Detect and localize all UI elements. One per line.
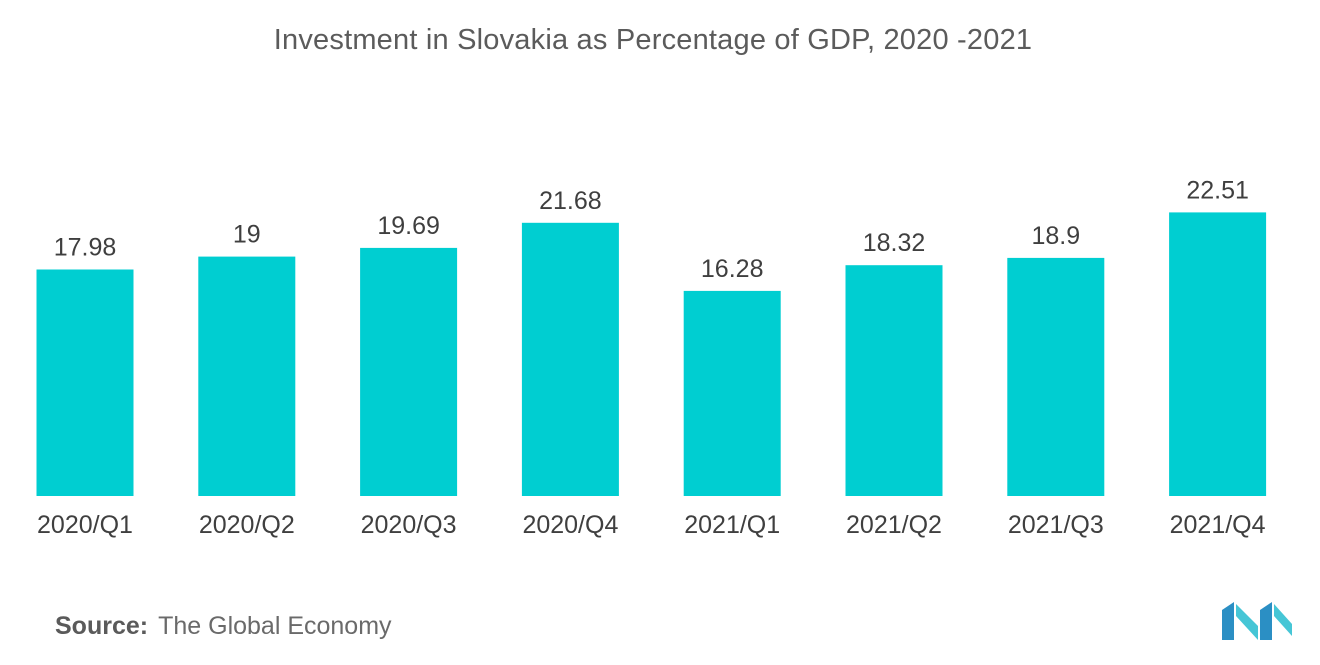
source-note: Source: The Global Economy: [55, 612, 392, 641]
x-axis-tick-label: 2021/Q2: [846, 511, 942, 539]
bar-value-label: 19.69: [377, 212, 440, 240]
mordor-intelligence-logo-icon: [1222, 602, 1292, 640]
bar: [521, 222, 619, 497]
x-axis-labels: 2020/Q1 2020/Q2 2020/Q3 2020/Q4 2021/Q1 2021/…: [37, 511, 1266, 539]
x-axis-tick-label: 2020/Q1: [37, 511, 133, 539]
bar-value-label: 18.9: [1031, 222, 1080, 250]
bar: [845, 265, 943, 496]
x-axis-tick-label: 2021/Q1: [684, 511, 780, 539]
x-axis-tick-label: 2021/Q3: [1008, 511, 1104, 539]
bar: [36, 269, 134, 496]
bar: [1169, 212, 1267, 496]
x-axis-tick-label: 2020/Q4: [522, 511, 618, 539]
source-text: The Global Economy: [158, 612, 392, 640]
chart-title: Investment in Slovakia as Percentage of …: [273, 24, 1033, 56]
bar-value-label: 18.32: [863, 229, 926, 257]
bar-value-label: 21.68: [539, 187, 602, 215]
bars-layer: [36, 212, 1267, 497]
bar: [1007, 257, 1105, 496]
bar: [360, 247, 458, 496]
bar: [198, 256, 296, 496]
x-axis-tick-label: 2021/Q4: [1170, 511, 1266, 539]
bar-value-label: 22.51: [1186, 176, 1249, 204]
value-labels-layer: 17.98 19 19.69 21.68 16.28 18.32 18.9 22.51: [54, 176, 1249, 283]
x-axis-tick-label: 2020/Q3: [361, 511, 457, 539]
bar-value-label: 19: [233, 221, 261, 249]
bar-value-label: 17.98: [54, 234, 117, 262]
bar-value-label: 16.28: [701, 255, 764, 283]
source-label: Source:: [55, 612, 149, 640]
bar: [683, 290, 781, 496]
x-axis-tick-label: 2020/Q2: [199, 511, 295, 539]
